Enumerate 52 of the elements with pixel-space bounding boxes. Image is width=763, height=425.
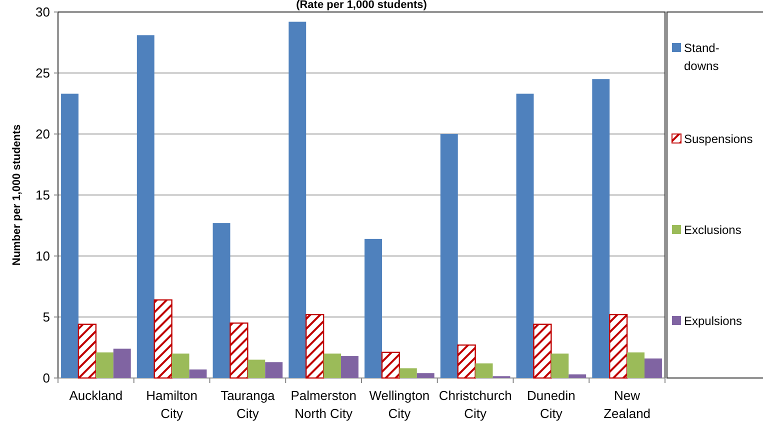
bar	[78, 324, 97, 379]
bar	[440, 134, 458, 378]
bar	[475, 363, 493, 378]
bar	[609, 314, 628, 379]
y-tick-label: 0	[42, 370, 50, 386]
x-tick-label: Auckland	[69, 388, 123, 403]
x-tick-label: Tauranga City	[220, 388, 276, 421]
bar	[341, 356, 358, 378]
bar	[288, 22, 306, 378]
bar	[189, 369, 207, 378]
x-tick-label: Christchurch City	[438, 388, 512, 421]
y-axis-title: Number per 1,000 students	[11, 124, 23, 266]
bar	[265, 362, 283, 378]
x-tick-label: Palmerston North City	[290, 388, 356, 421]
bar	[551, 354, 569, 378]
x-tick-label: Hamilton City	[146, 388, 198, 421]
y-tick-label: 15	[36, 188, 50, 203]
x-tick-label: Dunedin City	[526, 388, 576, 421]
bar	[364, 238, 382, 378]
bar	[399, 368, 417, 378]
y-tick-label: 25	[36, 66, 50, 81]
legend-label: Expulsions	[684, 314, 742, 328]
bar	[416, 373, 434, 378]
bar	[592, 79, 610, 378]
bar	[154, 299, 172, 379]
bar	[96, 352, 114, 378]
bar	[568, 374, 586, 378]
bar	[172, 354, 190, 378]
bar	[516, 94, 534, 378]
bar	[136, 35, 154, 378]
legend-label: Stand-downs	[684, 41, 720, 74]
y-tick-label: 30	[36, 4, 50, 20]
bar	[644, 358, 662, 378]
x-tick-label: New Zealand	[604, 388, 651, 421]
legend-label: Suspensions	[684, 132, 753, 146]
bar	[533, 324, 552, 379]
bar	[381, 352, 400, 379]
y-tick-label: 20	[36, 126, 50, 142]
legend-label: Exclusions	[684, 223, 742, 238]
bar	[230, 322, 248, 379]
bar	[113, 348, 131, 378]
y-tick-label: 10	[36, 248, 50, 264]
bar	[248, 360, 266, 378]
x-tick-label: Wellington City	[369, 388, 430, 421]
chart-title: (Rate per 1,000 students)	[296, 0, 428, 11]
y-tick-label: 5	[42, 310, 50, 325]
bar	[212, 223, 230, 378]
bar	[306, 314, 324, 379]
bar	[324, 354, 342, 378]
bar	[61, 94, 78, 378]
bar	[457, 344, 476, 379]
bar	[627, 352, 645, 378]
